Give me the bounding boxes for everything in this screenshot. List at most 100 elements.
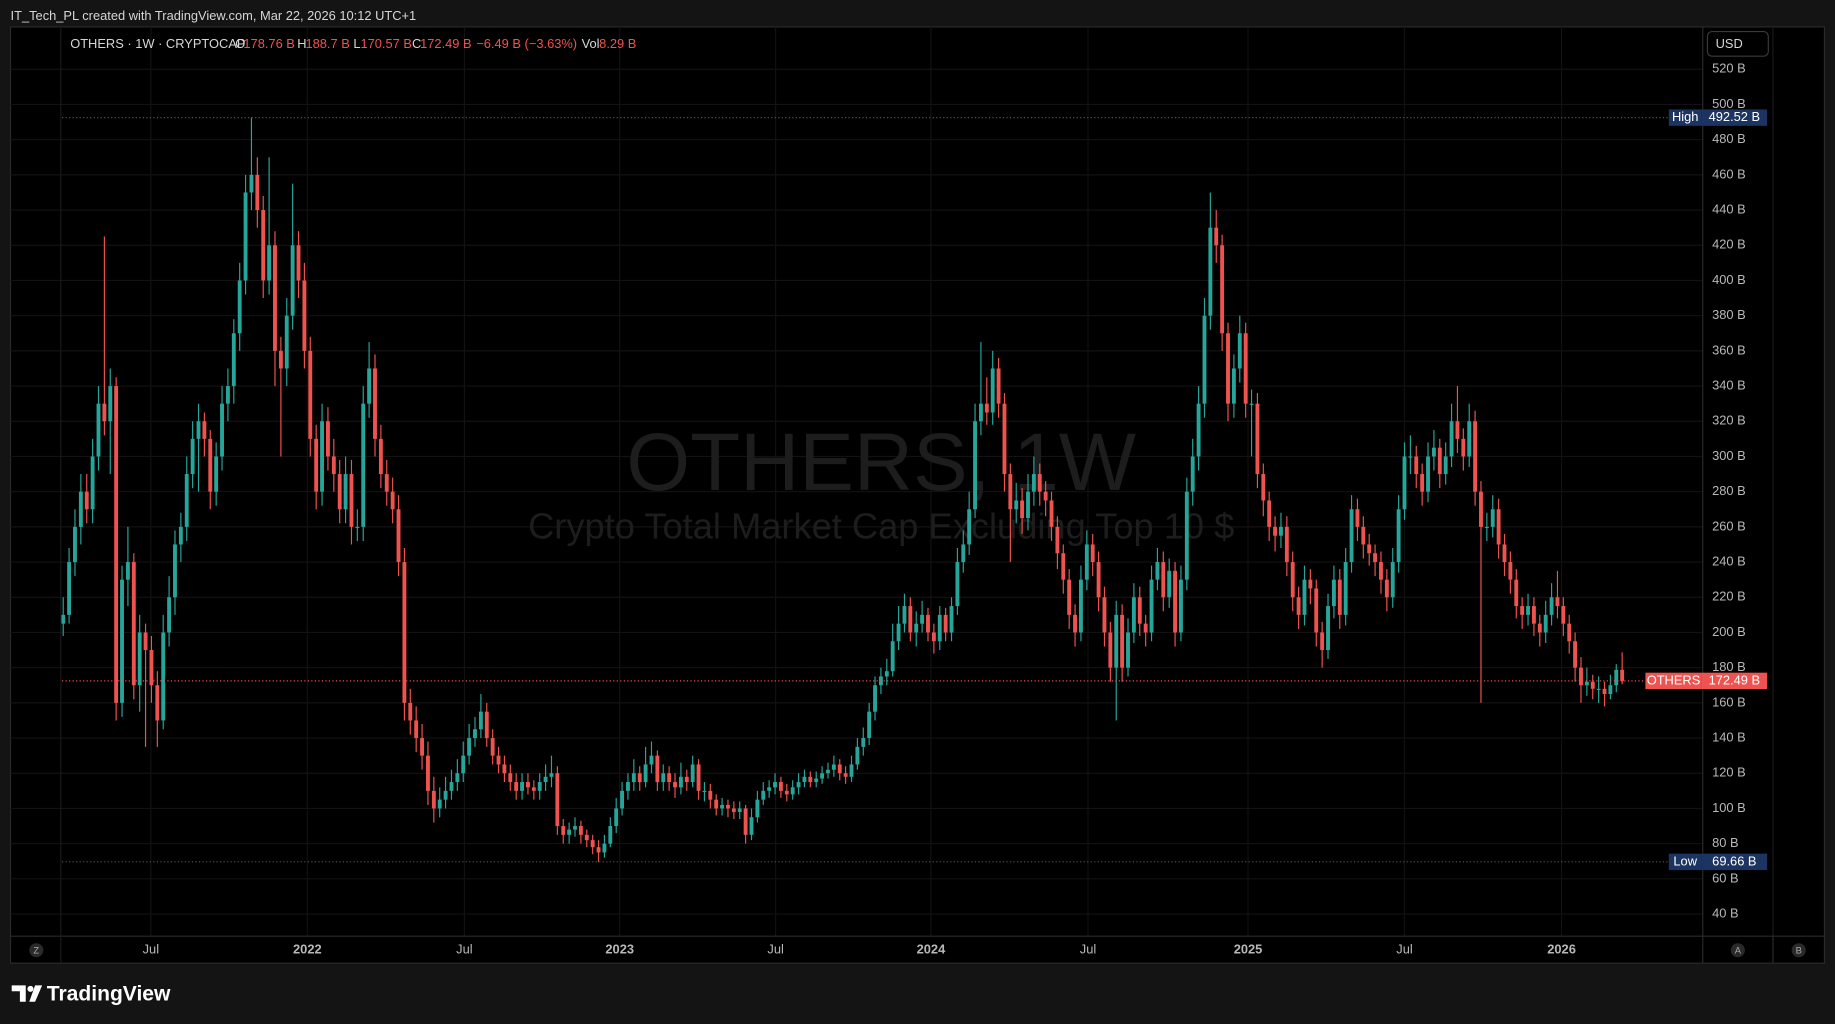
price-value: 172.49 B [1709, 672, 1760, 687]
currency[interactable]: USD [1716, 36, 1743, 51]
candle-body [1455, 421, 1460, 439]
candle-body [1108, 632, 1113, 668]
candle-body [861, 738, 866, 747]
candle-body [1279, 526, 1283, 536]
candle-body [678, 776, 683, 788]
candle-body [1390, 562, 1395, 598]
legend-value: 188.7 B [305, 36, 349, 51]
legend-value: 178.76 B [243, 36, 294, 51]
candle-body [167, 597, 172, 633]
candle-body [731, 808, 736, 812]
brand: TradingView [47, 982, 171, 1005]
candle-body [549, 773, 554, 777]
candle-body [796, 782, 801, 788]
candle-body [1331, 579, 1336, 607]
price-label-bg [1701, 853, 1768, 871]
candle-body [1349, 509, 1354, 563]
candle-body [278, 350, 283, 369]
candle-body [1026, 491, 1030, 519]
candle-body [1608, 685, 1613, 695]
currency-button[interactable] [1706, 31, 1769, 57]
x-tick-label: Jul [1396, 942, 1412, 957]
candle-body [120, 579, 124, 703]
candle-body [396, 509, 401, 563]
candle-body [1473, 421, 1478, 492]
candle-body [1531, 606, 1536, 624]
candle-body [1184, 491, 1189, 580]
candle-body [596, 847, 601, 853]
candle-body [1267, 500, 1272, 527]
price-label: High [1672, 109, 1698, 124]
candle-body [1249, 403, 1254, 405]
candle-body [649, 755, 654, 765]
candle-body [202, 421, 207, 439]
candle-body [526, 782, 530, 788]
candle-body [1526, 606, 1530, 615]
y-tick-label: 80 B [1712, 835, 1738, 850]
price-label-bg [1701, 672, 1768, 690]
y-tick-label: 400 B [1712, 272, 1746, 287]
candle-body [1426, 456, 1430, 492]
button[interactable] [1791, 943, 1806, 958]
candle-body [1067, 579, 1072, 615]
candle-body [1602, 688, 1607, 695]
candle-body [1131, 597, 1136, 633]
candle-body [1502, 544, 1507, 563]
legend-key: O [235, 36, 245, 51]
button[interactable] [29, 943, 44, 958]
candle-body [1379, 562, 1383, 580]
button-label[interactable]: A [1735, 945, 1742, 955]
y-tick-label: 240 B [1712, 553, 1746, 568]
candle-body [920, 614, 925, 624]
candle-body [214, 456, 219, 492]
button-label[interactable]: B [1796, 945, 1802, 955]
candle-body [78, 491, 83, 527]
candle-body [531, 787, 536, 791]
candle-body [1549, 597, 1554, 615]
candle-body [1155, 562, 1160, 580]
candle-body [996, 368, 1001, 404]
x-tick-label: Jul [143, 942, 159, 957]
brand-logo [11, 985, 43, 1002]
x-tick-label: 2026 [1547, 942, 1576, 957]
candle-body [802, 776, 807, 783]
candle-body [543, 776, 548, 783]
axes: 40 B 60 B 80 B 100 B 120 B 140 B 160 B 180 B 200… [143, 61, 1768, 957]
candle-body [855, 746, 860, 765]
candle-body [1567, 623, 1572, 642]
candle-body [537, 782, 542, 791]
candle-body [831, 764, 836, 770]
y-tick-label: 380 B [1712, 307, 1746, 322]
candle-body [1137, 597, 1142, 624]
button-label[interactable]: Z [33, 945, 39, 955]
candle-body [1449, 421, 1454, 457]
y-tick-label: 440 B [1712, 201, 1746, 216]
candle-body [1461, 438, 1466, 457]
price-label: Low [1673, 853, 1697, 868]
candle-body [749, 817, 754, 835]
y-tick-label: 360 B [1712, 342, 1746, 357]
candle-body [584, 834, 589, 841]
candle-body [1290, 562, 1295, 598]
candle-body [1149, 579, 1154, 633]
candle-body [114, 386, 119, 703]
candle-body [1314, 588, 1319, 633]
candle-body [1490, 509, 1495, 527]
candle-body [590, 840, 595, 848]
candle-body [437, 799, 442, 809]
candle-body [1596, 688, 1601, 690]
candle-body [1537, 623, 1542, 633]
candle-body [1573, 641, 1578, 668]
candle-body [425, 755, 430, 791]
candle-body [1408, 456, 1413, 458]
button[interactable] [1730, 943, 1745, 958]
candle-body [1231, 368, 1236, 404]
candle-body [1214, 227, 1219, 246]
candle-body [684, 776, 689, 783]
candle-body [155, 685, 160, 721]
candle-body [255, 174, 260, 211]
candle-body [1084, 544, 1089, 580]
candle-body [690, 764, 695, 783]
candle-body [837, 764, 842, 774]
